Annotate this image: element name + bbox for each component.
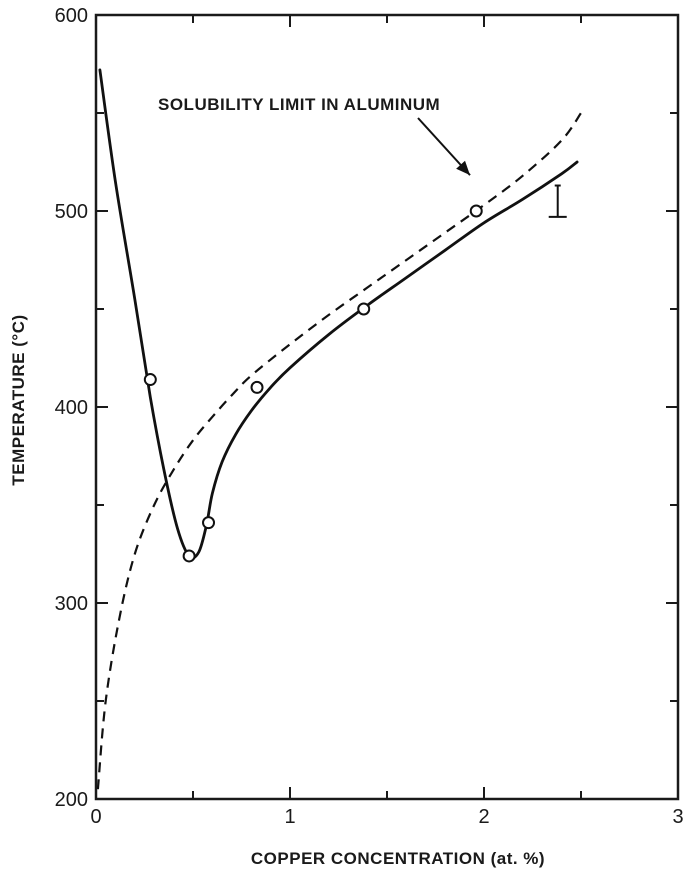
y-tick-label: 400 <box>55 397 88 419</box>
data-point <box>202 516 216 530</box>
data-points <box>143 204 483 563</box>
data-point <box>469 204 483 218</box>
series-line-solid <box>98 68 579 560</box>
x-axis-label: COPPER CONCENTRATION (at. %) <box>251 849 545 868</box>
x-tick-label: 1 <box>284 806 295 828</box>
x-tick-label: 0 <box>90 806 101 828</box>
annotations: SOLUBILITY LIMIT IN ALUMINUM <box>158 95 471 176</box>
axis-ticks <box>95 14 679 800</box>
x-tick-label: 3 <box>672 806 683 828</box>
y-tick-label: 300 <box>55 593 88 615</box>
tick-labels: 0 1 2 3 200 300 400 500 600 <box>55 5 684 828</box>
annotation-solubility-limit: SOLUBILITY LIMIT IN ALUMINUM <box>158 95 440 114</box>
y-tick-label: 500 <box>55 201 88 223</box>
series-line-solubility-limit <box>96 112 582 790</box>
y-tick-label: 600 <box>55 5 88 27</box>
y-axis-label: TEMPERATURE (°C) <box>9 314 28 485</box>
y-tick-label: 200 <box>55 789 88 811</box>
data-point <box>357 302 371 316</box>
series <box>96 68 582 790</box>
data-point <box>250 380 264 394</box>
x-tick-label: 2 <box>478 806 489 828</box>
data-point <box>182 549 196 563</box>
data-point <box>143 373 157 387</box>
annotation-arrowhead <box>456 160 470 176</box>
